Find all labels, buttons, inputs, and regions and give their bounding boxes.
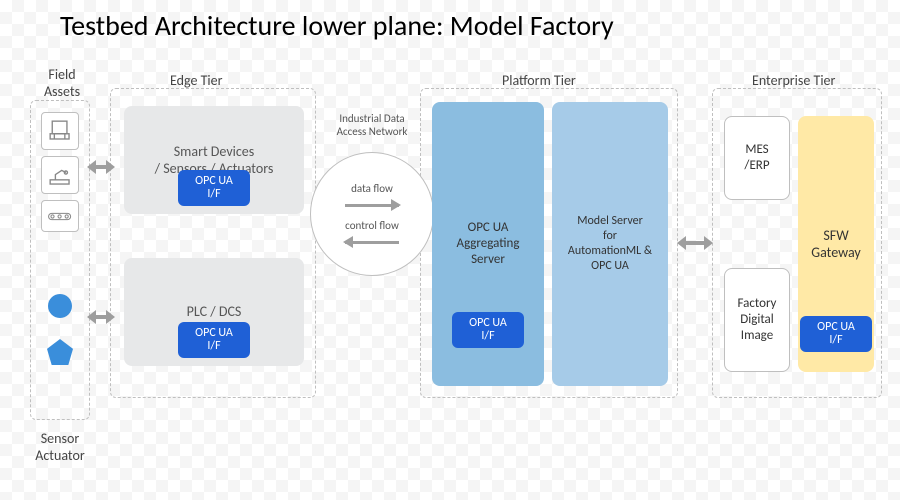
data-access-circle: data flow control flow	[310, 152, 434, 276]
mes-erp-block: MES /ERP	[724, 116, 790, 200]
platform-tier-label: Platform Tier	[502, 72, 576, 89]
sensor-actuator-label: Sensor Actuator	[30, 430, 90, 464]
conveyor-icon	[41, 200, 79, 232]
sensor-circle-icon	[44, 290, 76, 322]
page-title: Testbed Architecture lower plane: Model …	[60, 8, 614, 43]
opc-badge-sfw: OPC UAI/F	[800, 316, 872, 352]
opc-badge-aggregating: OPC UAI/F	[452, 312, 524, 348]
machine-icon	[41, 112, 79, 150]
field-edge-arrow-1	[90, 160, 112, 174]
edge-tier-label: Edge Tier	[170, 72, 222, 89]
field-edge-arrow-2	[90, 310, 112, 324]
platform-enterprise-arrow	[680, 236, 710, 250]
industrial-network-label: Industrial Data Access Network	[326, 112, 418, 138]
opc-badge-smart: OPC UAI/F	[178, 170, 250, 206]
factory-image-block: Factory Digital Image	[724, 268, 790, 372]
model-server-block: Model Server for AutomationML & OPC UA	[552, 102, 668, 386]
control-flow-arrow	[345, 238, 399, 246]
enterprise-tier-label: Enterprise Tier	[752, 72, 835, 89]
control-flow-label: control flow	[345, 219, 399, 232]
data-flow-label: data flow	[351, 182, 393, 195]
data-flow-arrow	[345, 201, 399, 209]
field-assets-label: Field Assets	[34, 66, 90, 100]
sensor-pentagon-icon	[44, 336, 76, 368]
robot-icon	[41, 156, 79, 194]
opc-badge-plc: OPC UAI/F	[178, 322, 250, 358]
